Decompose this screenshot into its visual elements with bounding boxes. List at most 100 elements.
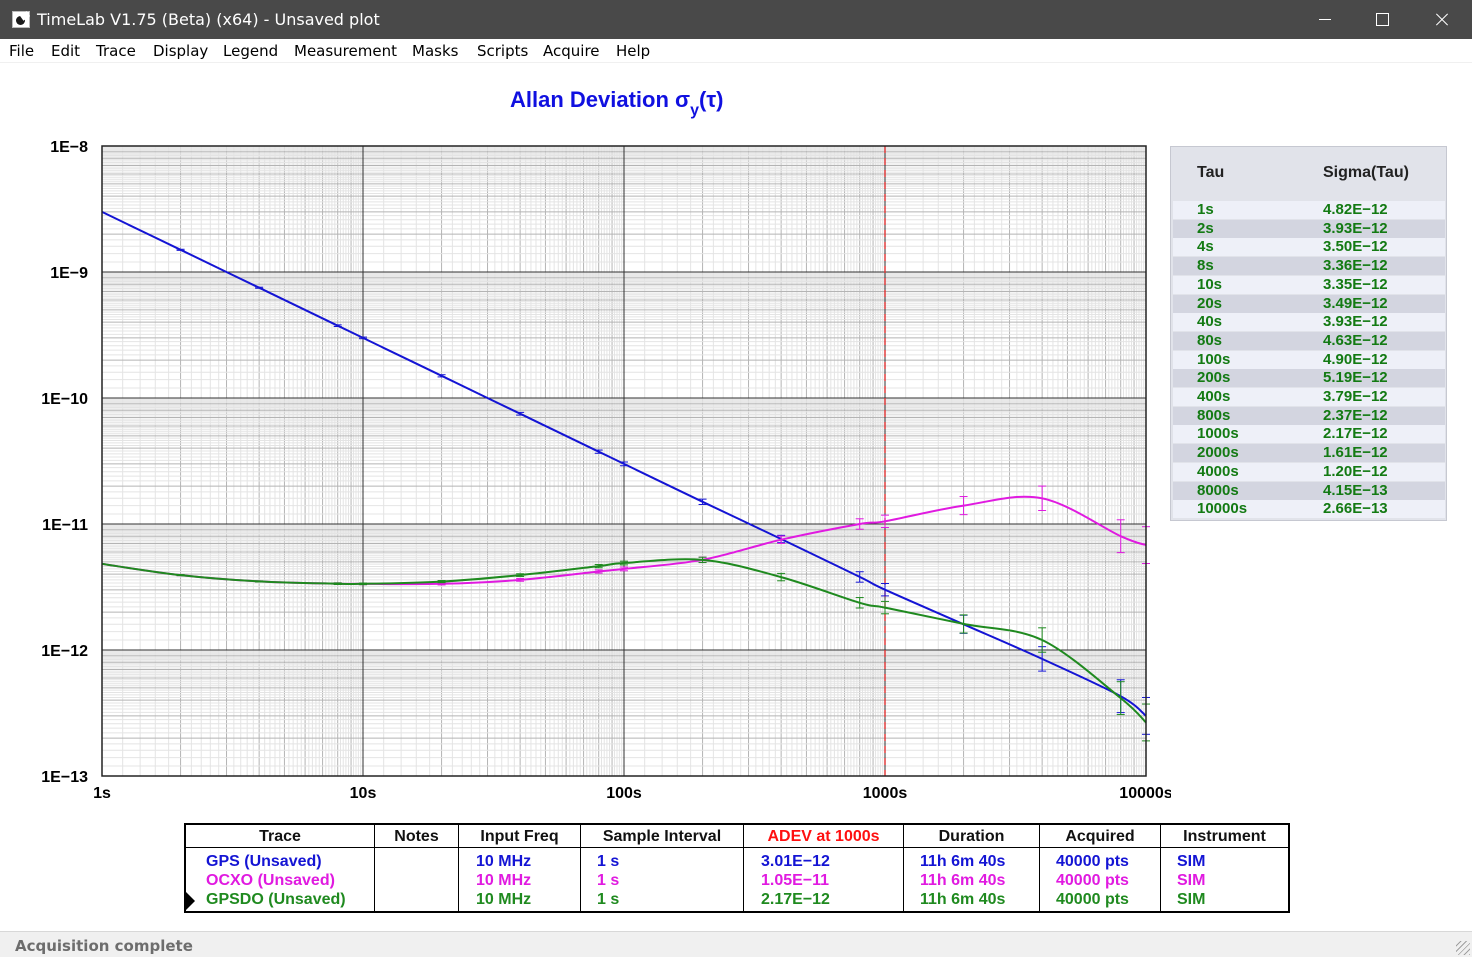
error-bar-ocxo <box>1038 485 1047 511</box>
sigma-tau-row[interactable]: 4s 3.50E−12 <box>1173 238 1445 257</box>
x-tick-label: 1000s <box>863 785 908 802</box>
sigma-tau-row[interactable]: 1s 4.82E−12 <box>1173 201 1445 219</box>
error-bar-gpsdo <box>516 573 525 577</box>
x-tick-label: 10s <box>350 785 377 802</box>
sigma-tau-panel[interactable]: Tau Sigma(Tau) 1s 4.82E−12 2s 3.93E−12 4s 3.5… <box>1170 146 1447 521</box>
close-icon[interactable] <box>1411 0 1469 39</box>
timelab-app-icon[interactable] <box>12 11 30 28</box>
sigma-value: 3.93E−12 <box>1323 219 1388 237</box>
error-bar-gps <box>255 286 264 289</box>
tau-value: 800s <box>1197 406 1231 424</box>
chart-title-sub: y <box>690 102 699 119</box>
sigma-value: 2.17E−12 <box>1323 425 1388 443</box>
sample-interval-value: 1 s <box>597 891 620 908</box>
adev-header[interactable]: ADEV at 1000s <box>744 825 903 848</box>
menu-file[interactable]: File <box>9 42 35 60</box>
sigma-tau-row[interactable]: 2000s 1.61E−12 <box>1173 444 1445 463</box>
acquired-header[interactable]: Acquired <box>1040 825 1160 848</box>
menu-edit[interactable]: Edit <box>51 42 81 60</box>
error-bar-gpsdo <box>255 580 264 583</box>
series-gpsdo[interactable] <box>101 556 1150 742</box>
duration-value: 11h 6m 40s <box>920 891 1006 908</box>
error-bar-gpsdo <box>1038 627 1047 653</box>
sigma-tau-row[interactable]: 800s 2.37E−12 <box>1173 406 1445 425</box>
notes-header[interactable]: Notes <box>375 825 458 848</box>
sigma-tau-row[interactable]: 2s 3.93E−12 <box>1173 219 1445 238</box>
status-text: Acquisition complete <box>15 937 193 955</box>
error-bar-ocxo <box>881 514 889 529</box>
tau-value: 400s <box>1197 388 1231 405</box>
sigma-header: Sigma(Tau) <box>1323 164 1409 181</box>
minimize-icon[interactable] <box>1296 0 1354 39</box>
y-tick-label: 1E−12 <box>41 643 88 660</box>
tau-value: 1s <box>1197 201 1214 218</box>
status-bar: Acquisition complete <box>0 931 1472 957</box>
tau-header: Tau <box>1197 164 1225 181</box>
menu-display[interactable]: Display <box>153 42 209 60</box>
sample-interval-value: 1 s <box>597 872 620 889</box>
resize-grip-icon[interactable] <box>1456 941 1470 955</box>
allan-deviation-chart[interactable]: Allan Deviation σy(τ) 1E−8 1E−9 1E−10 1E−11… <box>1 63 1171 818</box>
sigma-tau-row[interactable]: 8000s 4.15E−13 <box>1173 481 1445 500</box>
tau-value: 2000s <box>1197 444 1239 462</box>
sigma-tau-row[interactable]: 20s 3.49E−12 <box>1173 294 1445 313</box>
trace-table[interactable]: Trace Notes Input Freq Sample Interval A… <box>184 823 1290 913</box>
sigma-tau-row[interactable]: 40s 3.93E−12 <box>1173 313 1445 332</box>
menu-measurement[interactable]: Measurement <box>294 42 397 60</box>
trace-name: GPSDO (Unsaved) <box>206 891 346 908</box>
sample-interval-header[interactable]: Sample Interval <box>581 825 743 848</box>
instrument-value: SIM <box>1177 853 1206 870</box>
sigma-value: 4.90E−12 <box>1323 350 1388 368</box>
adev-value: 1.05E−11 <box>761 872 830 889</box>
error-bar-gpsdo <box>777 572 786 582</box>
sigma-tau-row[interactable]: 200s 5.19E−12 <box>1173 369 1445 388</box>
y-axis-labels: 1E−8 1E−9 1E−10 1E−11 1E−12 1E−13 <box>41 139 88 786</box>
error-bar-gpsdo <box>359 582 367 586</box>
duration-value: 11h 6m 40s <box>920 853 1006 870</box>
duration-header[interactable]: Duration <box>904 825 1039 848</box>
sigma-value: 4.63E−12 <box>1323 331 1388 349</box>
menu-masks[interactable]: Masks <box>412 42 459 60</box>
menu-help[interactable]: Help <box>616 42 651 60</box>
y-tick-label: 1E−11 <box>42 517 88 534</box>
error-bar-gps <box>437 374 446 378</box>
error-bar-gpsdo <box>1116 681 1125 716</box>
sigma-value: 4.82E−12 <box>1323 201 1388 218</box>
sigma-tau-row[interactable]: 80s 4.63E−12 <box>1173 331 1445 350</box>
acquired-value: 40000 pts <box>1056 891 1129 908</box>
sigma-tau-row[interactable]: 4000s 1.20E−12 <box>1173 462 1445 481</box>
menu-trace[interactable]: Trace <box>96 42 136 60</box>
maximize-icon[interactable] <box>1353 0 1411 39</box>
tau-value: 10s <box>1197 275 1223 293</box>
menu-acquire[interactable]: Acquire <box>543 42 600 60</box>
input-freq-header[interactable]: Input Freq <box>459 825 580 848</box>
column-separator <box>903 825 904 911</box>
tau-value: 200s <box>1197 369 1231 387</box>
column-separator <box>1160 825 1161 911</box>
sigma-tau-row[interactable]: 400s 3.79E−12 <box>1173 388 1445 406</box>
acquired-value: 40000 pts <box>1056 853 1129 870</box>
sigma-value: 3.79E−12 <box>1323 388 1388 405</box>
y-tick-label: 1E−10 <box>41 391 88 408</box>
sigma-tau-row[interactable]: 10000s 2.66E−13 <box>1173 500 1445 519</box>
chart-title-tail: (τ) <box>699 87 723 112</box>
duration-value: 11h 6m 40s <box>920 872 1006 889</box>
title-bar[interactable]: TimeLab V1.75 (Beta) (x64) - Unsaved plo… <box>0 0 1472 39</box>
error-bar-ocxo <box>594 569 603 574</box>
trace-name: OCXO (Unsaved) <box>206 872 335 889</box>
error-bar-gps <box>333 324 342 327</box>
sigma-value: 4.15E−13 <box>1323 481 1388 499</box>
sigma-tau-row[interactable]: 100s 4.90E−12 <box>1173 350 1445 369</box>
menu-scripts[interactable]: Scripts <box>477 42 529 60</box>
instrument-header[interactable]: Instrument <box>1161 825 1288 848</box>
error-bar-ocxo <box>855 518 864 530</box>
menu-legend[interactable]: Legend <box>223 42 279 60</box>
error-bar-gpsdo <box>333 582 342 585</box>
sigma-tau-row[interactable]: 1000s 2.17E−12 <box>1173 425 1445 444</box>
tau-value: 2s <box>1197 219 1214 237</box>
trace-header[interactable]: Trace <box>186 825 374 848</box>
error-bar-gpsdo <box>437 580 446 584</box>
sigma-tau-row[interactable]: 10s 3.35E−12 <box>1173 275 1445 294</box>
error-bar-ocxo <box>516 578 525 582</box>
sigma-tau-row[interactable]: 8s 3.36E−12 <box>1173 257 1445 276</box>
